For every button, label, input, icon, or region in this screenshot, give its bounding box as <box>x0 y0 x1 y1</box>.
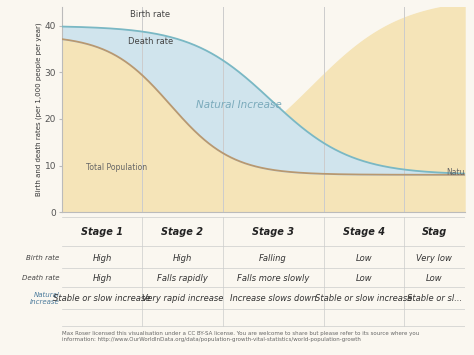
Text: Very rapid increase: Very rapid increase <box>142 294 223 302</box>
Text: Natural Increase: Natural Increase <box>196 100 282 110</box>
Text: Stable or slow increase: Stable or slow increase <box>53 294 151 302</box>
Text: Death rate: Death rate <box>128 37 173 47</box>
Text: Stable or sl...: Stable or sl... <box>407 294 462 302</box>
Text: Low: Low <box>426 274 443 283</box>
Text: Stage 3: Stage 3 <box>252 227 294 237</box>
Text: Stage 1: Stage 1 <box>81 227 123 237</box>
Text: Falls rapidly: Falls rapidly <box>157 274 208 283</box>
Text: Very low: Very low <box>416 254 452 263</box>
Text: Low: Low <box>356 274 372 283</box>
Text: Birth rate: Birth rate <box>130 10 170 19</box>
Text: Natural
Increase: Natural Increase <box>30 291 60 305</box>
Text: High: High <box>92 274 111 283</box>
Text: High: High <box>92 254 111 263</box>
Text: Stage 2: Stage 2 <box>162 227 203 237</box>
Text: Falling: Falling <box>259 254 287 263</box>
Text: Birth rate: Birth rate <box>27 255 60 261</box>
Text: Max Roser licensed this visualisation under a CC BY-SA license. You are welcome : Max Roser licensed this visualisation un… <box>62 331 419 342</box>
Text: Natu: Natu <box>447 168 465 177</box>
Text: Falls more slowly: Falls more slowly <box>237 274 310 283</box>
Text: Increase slows down: Increase slows down <box>230 294 317 302</box>
Text: Stag: Stag <box>422 227 447 237</box>
Text: High: High <box>173 254 192 263</box>
Text: Stable or slow increase: Stable or slow increase <box>315 294 412 302</box>
Text: Total Population: Total Population <box>86 163 147 172</box>
Y-axis label: Birth and death rates (per 1,000 people per year): Birth and death rates (per 1,000 people … <box>35 23 42 196</box>
Text: Death rate: Death rate <box>22 275 60 281</box>
Text: Stage 4: Stage 4 <box>343 227 385 237</box>
Text: Low: Low <box>356 254 372 263</box>
